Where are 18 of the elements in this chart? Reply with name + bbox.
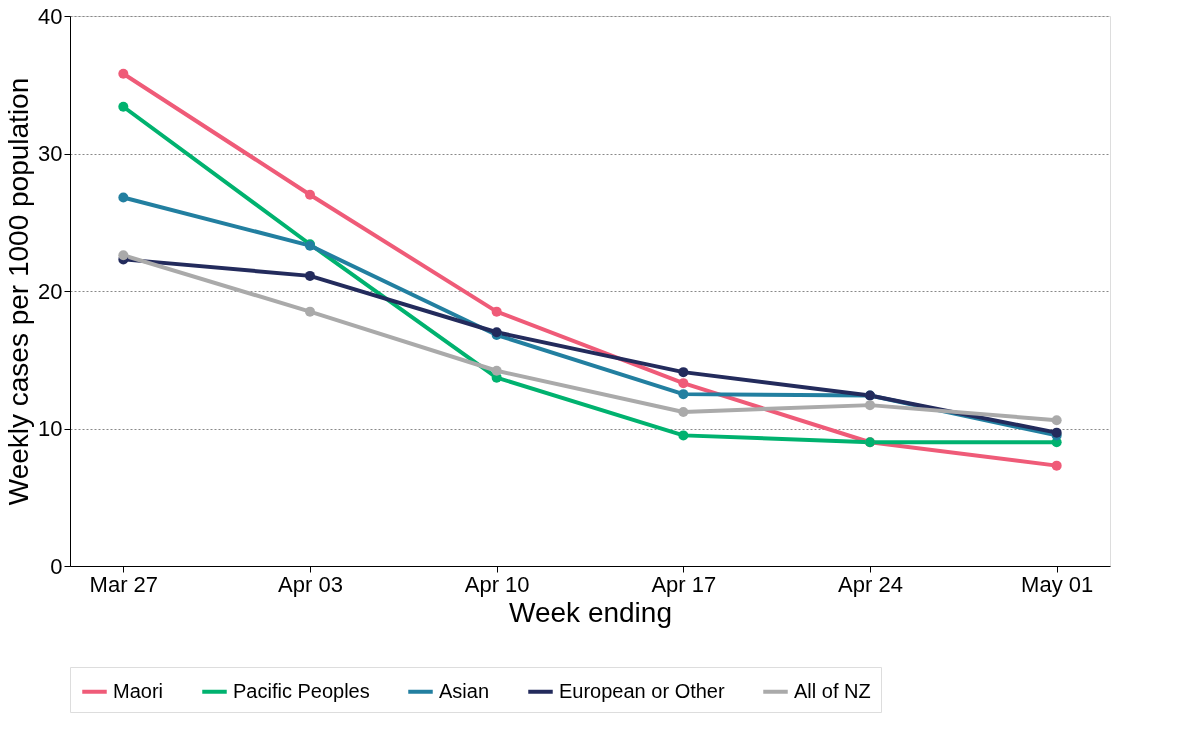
x-tick-label: Apr 17 (651, 571, 717, 597)
y-axis-title: Weekly cases per 1000 population (3, 77, 35, 506)
x-tick-label: Mar 27 (89, 571, 159, 597)
legend-label: European or Other (559, 679, 725, 702)
x-axis-title: Week ending (509, 596, 672, 628)
x-tick-label: Apr 03 (278, 571, 343, 597)
legend-label: Pacific Peoples (233, 679, 370, 702)
x-tick-label: May 01 (1021, 571, 1094, 597)
y-tick-label: 40 (38, 3, 63, 29)
legend-label: Maori (113, 679, 164, 702)
y-tick-label: 30 (38, 141, 63, 166)
y-tick-label: 20 (38, 278, 63, 304)
y-tick-label: 0 (50, 553, 63, 579)
legend-label: Asian (439, 679, 490, 702)
y-tick-label: 10 (38, 416, 63, 441)
legend-label: All of NZ (794, 679, 871, 702)
x-tick-label: Apr 10 (464, 571, 530, 597)
x-tick-label: Apr 24 (838, 571, 903, 597)
